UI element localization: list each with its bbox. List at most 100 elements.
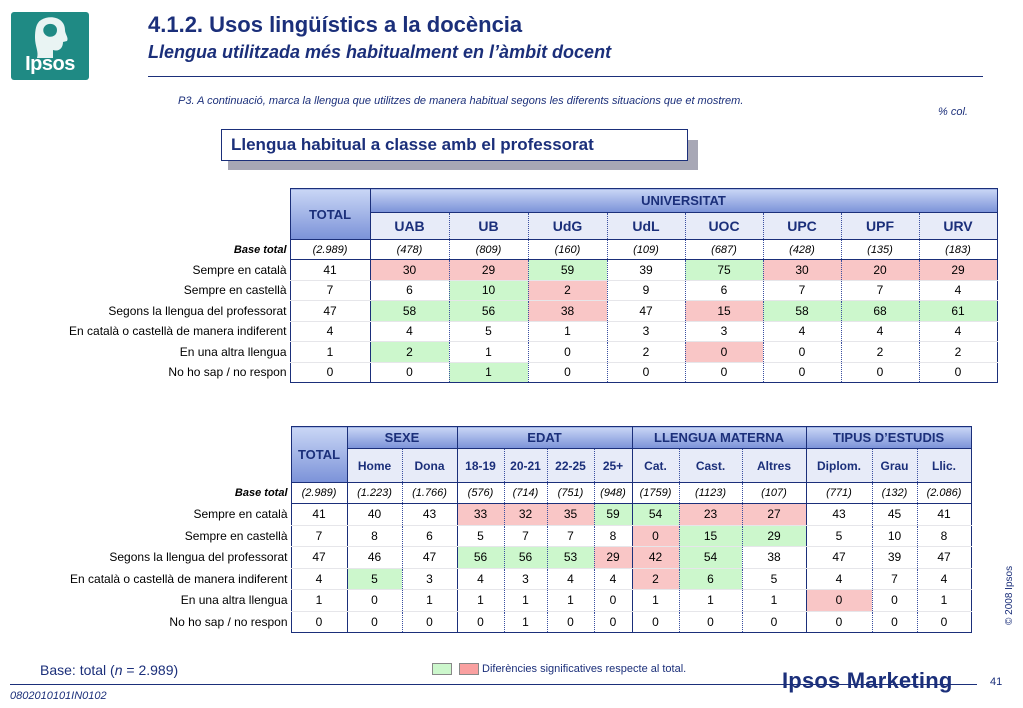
column-header: Dona [401, 448, 457, 483]
data-cell: 4 [290, 568, 347, 590]
data-cell: 43 [805, 503, 872, 526]
data-cell: 30 [762, 259, 841, 281]
data-cell: 1 [289, 341, 370, 363]
data-cell: 0 [805, 589, 872, 612]
data-cell: 0 [631, 611, 679, 633]
data-cell: 58 [369, 300, 449, 322]
row-label: No ho sap / no respon [168, 365, 287, 380]
row-label-base: Base total [234, 487, 288, 499]
section-box-title: Llengua habitual a classe amb el profess… [221, 129, 688, 161]
column-header: UdG [527, 212, 607, 240]
group-header-universitat: UNIVERSITAT [369, 188, 998, 213]
demographics-table: TOTAL SEXE EDAT LLENGUA MATERNA TIPUS D’ESTU… [0, 426, 972, 633]
data-cell: 1 [448, 341, 528, 363]
data-cell: 38 [741, 546, 806, 569]
data-cell: 33 [456, 503, 504, 526]
data-cell: 2 [606, 341, 685, 363]
legend-green-swatch [432, 663, 452, 675]
data-cell: 54 [678, 546, 742, 569]
data-cell: 27 [741, 503, 806, 526]
title-divider [148, 76, 983, 77]
data-cell: 47 [606, 300, 685, 322]
data-cell: 7 [503, 525, 547, 547]
base-cell: (751) [546, 482, 594, 504]
data-cell: 0 [593, 611, 632, 633]
base-n: n [114, 662, 123, 678]
data-cell: 59 [527, 259, 607, 281]
data-cell: 47 [805, 546, 872, 569]
column-header: UOC [684, 212, 763, 240]
data-cell: 35 [546, 503, 594, 526]
page-title: 4.1.2. Usos lingüístics a la docència [148, 12, 523, 37]
data-cell: 1 [503, 589, 547, 612]
brand-logo: Ipsos Marketing [782, 668, 953, 693]
data-cell: 9 [606, 280, 685, 301]
data-cell: 0 [684, 362, 763, 383]
data-cell: 4 [593, 568, 632, 590]
legend: Diferències significatives respecte al t… [432, 663, 686, 675]
data-cell: 0 [401, 611, 457, 633]
university-table: TOTAL UNIVERSITAT UAB UB UdG UdL UOC UPC UPF URV B… [0, 188, 998, 383]
group-header: EDAT [456, 426, 633, 449]
data-cell: 1 [916, 589, 972, 612]
data-cell: 0 [606, 362, 685, 383]
group-header: TIPUS D’ESTUDIS [805, 426, 972, 449]
data-cell: 0 [871, 589, 917, 612]
data-cell: 0 [678, 611, 742, 633]
data-cell: 1 [456, 589, 504, 612]
page-subtitle: Llengua utilitzada més habitualment en l… [148, 42, 612, 62]
group-header: LLENGUA MATERNA [631, 426, 807, 449]
data-cell: 7 [290, 525, 347, 547]
data-cell: 45 [871, 503, 917, 526]
base-cell: (1.766) [401, 482, 457, 504]
data-cell: 29 [741, 525, 806, 547]
base-cell: (2.989) [289, 239, 370, 260]
base-cell: (428) [762, 239, 841, 260]
data-cell: 8 [346, 525, 402, 547]
base-cell: (1123) [678, 482, 742, 504]
ipsos-logo: Ipsos [11, 12, 89, 80]
row-label: En català o castellà de manera indiferen… [69, 324, 287, 339]
data-cell: 6 [401, 525, 457, 547]
data-cell: 4 [918, 321, 998, 342]
data-cell: 0 [762, 341, 841, 363]
base-cell: (948) [593, 482, 632, 504]
legend-text: Diferències significatives respecte al t… [482, 663, 687, 675]
base-cell: (687) [684, 239, 763, 260]
data-cell: 3 [401, 568, 457, 590]
data-cell: 3 [684, 321, 763, 342]
base-cell: (1759) [631, 482, 679, 504]
data-cell: 7 [871, 568, 917, 590]
data-cell: 61 [918, 300, 998, 322]
data-cell: 0 [631, 525, 679, 547]
data-cell: 1 [678, 589, 742, 612]
data-cell: 8 [916, 525, 972, 547]
data-cell: 1 [448, 362, 528, 383]
data-cell: 39 [871, 546, 917, 569]
legend-red-swatch [459, 663, 479, 675]
data-cell: 4 [456, 568, 504, 590]
base-suffix: = 2.989) [122, 662, 179, 678]
data-cell: 4 [840, 321, 919, 342]
spacer-cell [0, 427, 291, 449]
data-cell: 0 [527, 362, 607, 383]
base-cell: (2.989) [290, 482, 347, 504]
spacer-cell [0, 213, 290, 240]
row-label: Sempre en castellà [183, 283, 287, 298]
question-text: P3. A continuació, marca la llengua que … [178, 95, 744, 107]
data-cell: 4 [762, 321, 841, 342]
data-cell: 7 [546, 525, 594, 547]
column-header: URV [918, 212, 998, 240]
data-cell: 75 [684, 259, 763, 281]
data-cell: 47 [401, 546, 457, 569]
base-cell: (478) [369, 239, 449, 260]
row-label: En català o castellà de manera indiferen… [70, 571, 288, 586]
column-header: Cat. [631, 448, 679, 483]
data-cell: 38 [527, 300, 607, 322]
data-cell: 59 [593, 503, 632, 526]
data-cell: 10 [448, 280, 528, 301]
column-header: 25+ [593, 448, 632, 483]
data-cell: 0 [369, 362, 449, 383]
data-cell: 56 [503, 546, 547, 569]
data-cell: 5 [448, 321, 528, 342]
